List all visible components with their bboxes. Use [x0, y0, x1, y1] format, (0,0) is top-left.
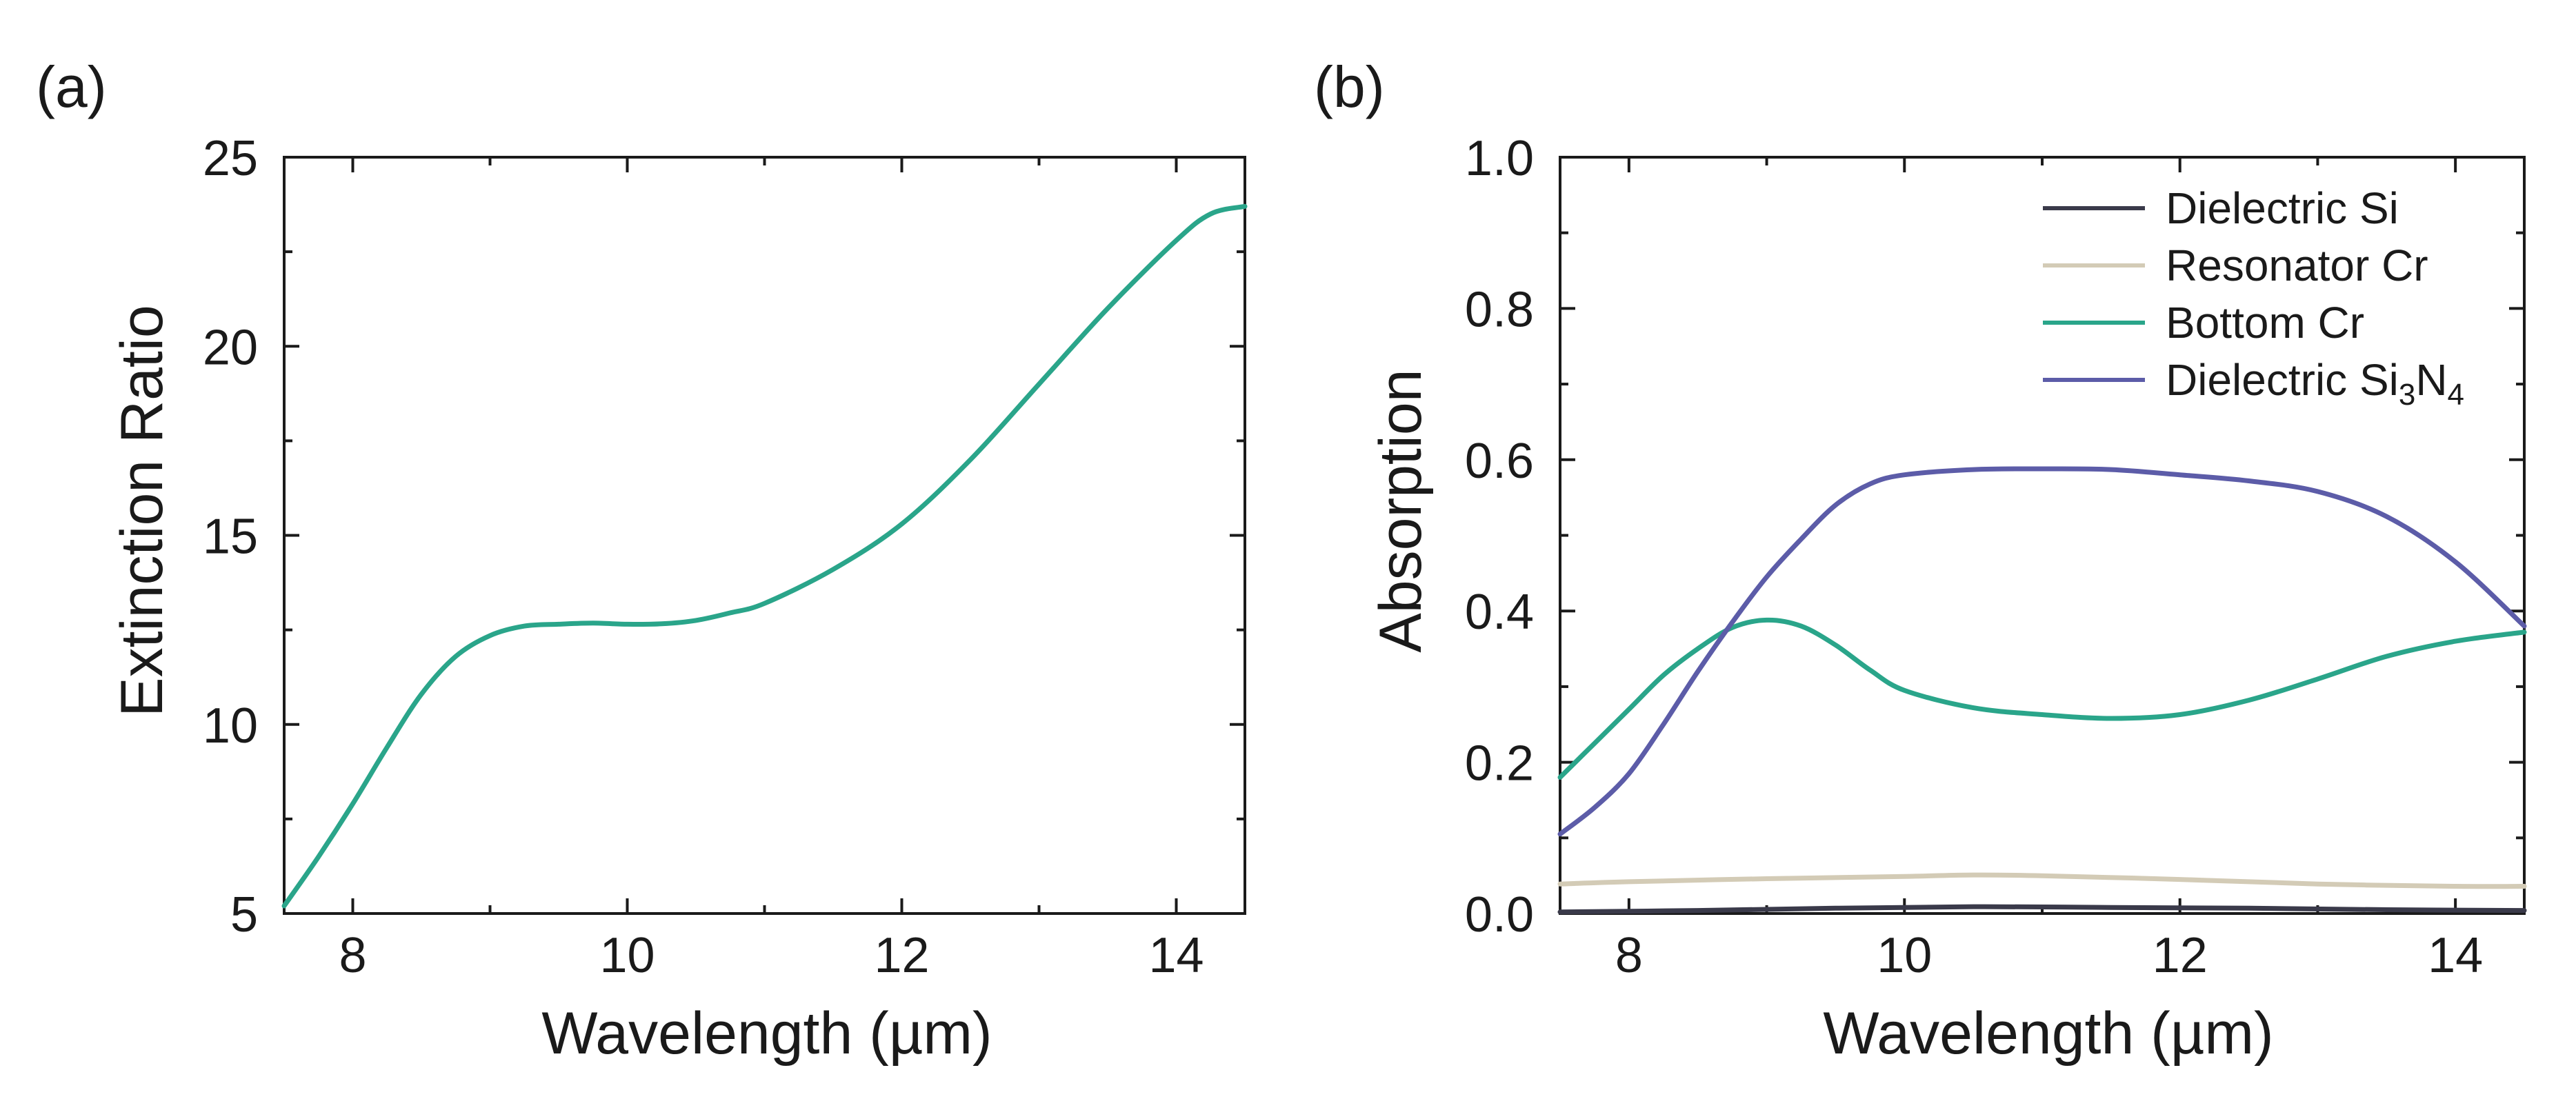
panel-a-xtick-label: 10 — [599, 928, 655, 983]
panel-a-label: (a) — [36, 54, 107, 119]
panel-b-ylabel: Absorption — [1368, 369, 1434, 652]
panel-a: (a) 8 10 12 14 5 10 15 20 25 Wavelength … — [36, 54, 1248, 1067]
panel-b-series-line-2 — [1557, 617, 2527, 780]
panel-b-ytick-label: 0.0 — [1465, 887, 1534, 942]
panel-a-ticks — [284, 156, 1245, 915]
panel-b-xtick-label: 12 — [2153, 928, 2208, 983]
panel-b-series-line-1 — [1557, 872, 2527, 889]
panel-b: (b) 8 10 12 14 0.0 0.2 0.4 0.6 0.8 1.0 W… — [1314, 54, 2527, 1067]
panel-a-xtick-label: 14 — [1148, 928, 1204, 983]
legend-si3n4-sub4: 4 — [2448, 378, 2464, 412]
panel-a-series — [281, 203, 1248, 909]
panel-a-series-line-0 — [281, 203, 1248, 909]
panel-b-xtick-label: 10 — [1877, 928, 1932, 983]
panel-a-ytick-label: 5 — [230, 887, 258, 942]
legend-si3n4-main: Dielectric Si — [2166, 355, 2399, 405]
panel-b-xtick-label: 8 — [1615, 928, 1643, 983]
legend-label-bottom-cr: Bottom Cr — [2166, 298, 2364, 347]
panel-b-series-line-3 — [1557, 466, 2527, 837]
panel-b-ytick-label: 0.2 — [1465, 736, 1534, 791]
legend-si3n4-sub3: 3 — [2399, 378, 2415, 412]
legend-label-dielectric-si3n4: Dielectric Si3N4 — [2166, 355, 2464, 412]
panel-a-plot-frame — [283, 156, 1246, 915]
panel-a-axes-frame — [283, 156, 1246, 915]
panel-a-ytick-label: 10 — [203, 698, 258, 754]
panel-b-series-line-0 — [1557, 904, 2527, 915]
panel-a-xtick-label: 12 — [874, 928, 929, 983]
panel-a-ytick-label: 25 — [203, 131, 258, 186]
panel-b-legend: Dielectric Si Resonator Cr Bottom Cr Die… — [2043, 183, 2464, 412]
panel-b-ytick-label: 1.0 — [1465, 131, 1534, 186]
panel-b-series — [1557, 466, 2527, 915]
legend-label-dielectric-si: Dielectric Si — [2166, 183, 2399, 233]
legend-si3n4-n: N — [2415, 355, 2447, 405]
panel-a-ytick-label: 20 — [203, 320, 258, 375]
legend-label-resonator-cr: Resonator Cr — [2166, 241, 2428, 290]
panel-a-ytick-label: 15 — [203, 509, 258, 565]
panel-a-xlabel: Wavelength (µm) — [541, 1000, 992, 1067]
panel-b-ytick-label: 0.8 — [1465, 282, 1534, 337]
panel-b-ytick-label: 0.6 — [1465, 434, 1534, 489]
panel-b-xtick-label: 14 — [2428, 928, 2483, 983]
panel-b-ytick-label: 0.4 — [1465, 585, 1534, 640]
panel-b-xlabel: Wavelength (µm) — [1823, 1000, 2273, 1067]
panel-a-ylabel: Extinction Ratio — [109, 305, 175, 717]
panel-a-xtick-label: 8 — [339, 928, 366, 983]
panel-b-label: (b) — [1314, 54, 1385, 119]
